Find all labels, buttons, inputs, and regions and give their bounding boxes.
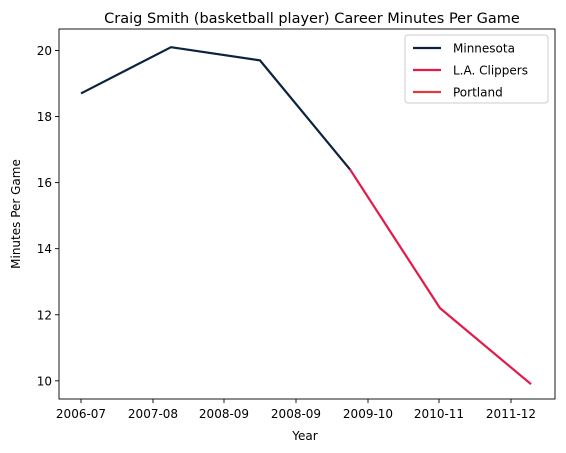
x-tick-label: 2008-09 [271,407,321,421]
y-axis: 10 12 14 16 18 20 [37,44,59,388]
y-axis-label: Minutes Per Game [9,159,23,269]
x-tick-label: 2010-11 [414,407,464,421]
series-line-l-a-clippers [349,168,532,385]
x-tick-label: 2008-09 [199,407,249,421]
y-tick-label: 14 [37,242,52,256]
legend-label-minnesota: Minnesota [453,42,515,56]
chart-title: Craig Smith (basketball player) Career M… [104,11,520,27]
y-tick-label: 16 [37,176,52,190]
legend-label-l-a-clippers: L.A. Clippers [453,64,528,78]
series-lines [80,46,532,385]
x-tick-label: 2011-12 [486,407,536,421]
y-tick-label: 10 [37,374,52,388]
x-axis: 2006-07 2007-08 2008-09 2008-09 2009-10 2010-… [56,399,536,421]
y-tick-label: 18 [37,110,52,124]
x-axis-label: Year [291,429,317,443]
plot-area-frame [58,28,556,400]
legend-box [404,34,549,104]
x-tick-label: 2007-08 [128,407,178,421]
legend-label-portland: Portland [453,86,503,100]
y-tick-label: 20 [37,44,52,58]
series-line-minnesota [80,46,351,171]
x-tick-label: 2009-10 [343,407,393,421]
x-tick-label: 2006-07 [56,407,106,421]
legend: Minnesota L.A. Clippers Portland [404,34,549,104]
y-tick-label: 12 [37,308,52,322]
